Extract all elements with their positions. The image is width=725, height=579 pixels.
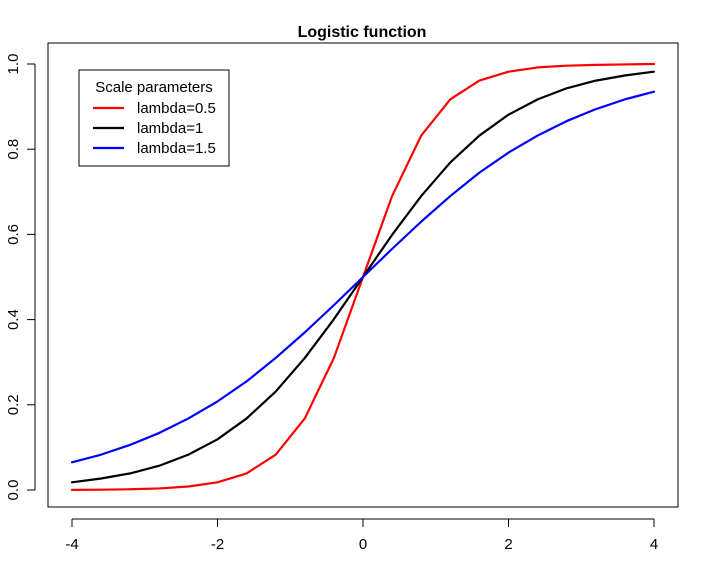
x-tick-label: 0 <box>359 536 367 553</box>
legend-label: lambda=0.5 <box>137 100 216 117</box>
x-tick-label: -4 <box>65 536 78 553</box>
x-tick-label: 2 <box>504 536 512 553</box>
legend-title: Scale parameters <box>95 79 213 96</box>
y-axis: 0.0 0.2 0.4 0.6 0.8 1.0 <box>5 54 36 501</box>
legend-box <box>78 69 230 167</box>
y-tick-label: 0.8 <box>5 139 22 160</box>
plot-frame <box>47 42 679 508</box>
legend-items: lambda=0.5 lambda=1 lambda=1.5 <box>93 100 216 157</box>
series-line-lambda-1-5 <box>70 90 656 464</box>
legend-label: lambda=1 <box>137 120 203 137</box>
y-tick-label: 0.6 <box>5 224 22 245</box>
series-layer <box>70 62 656 491</box>
y-tick-label: 1.0 <box>5 54 22 75</box>
x-tick-label: -2 <box>211 536 224 553</box>
y-tick-label: 0.4 <box>5 309 22 330</box>
chart-title: Logistic function <box>298 24 427 41</box>
y-tick-label: 0.0 <box>5 480 22 501</box>
x-tick-label: 4 <box>650 536 658 553</box>
x-axis: -4 -2 0 2 4 <box>65 518 658 553</box>
y-tick-label: 0.2 <box>5 394 22 415</box>
legend-label: lambda=1.5 <box>137 140 216 157</box>
legend: Scale parameters lambda=0.5lambda=1lambd… <box>78 69 230 167</box>
